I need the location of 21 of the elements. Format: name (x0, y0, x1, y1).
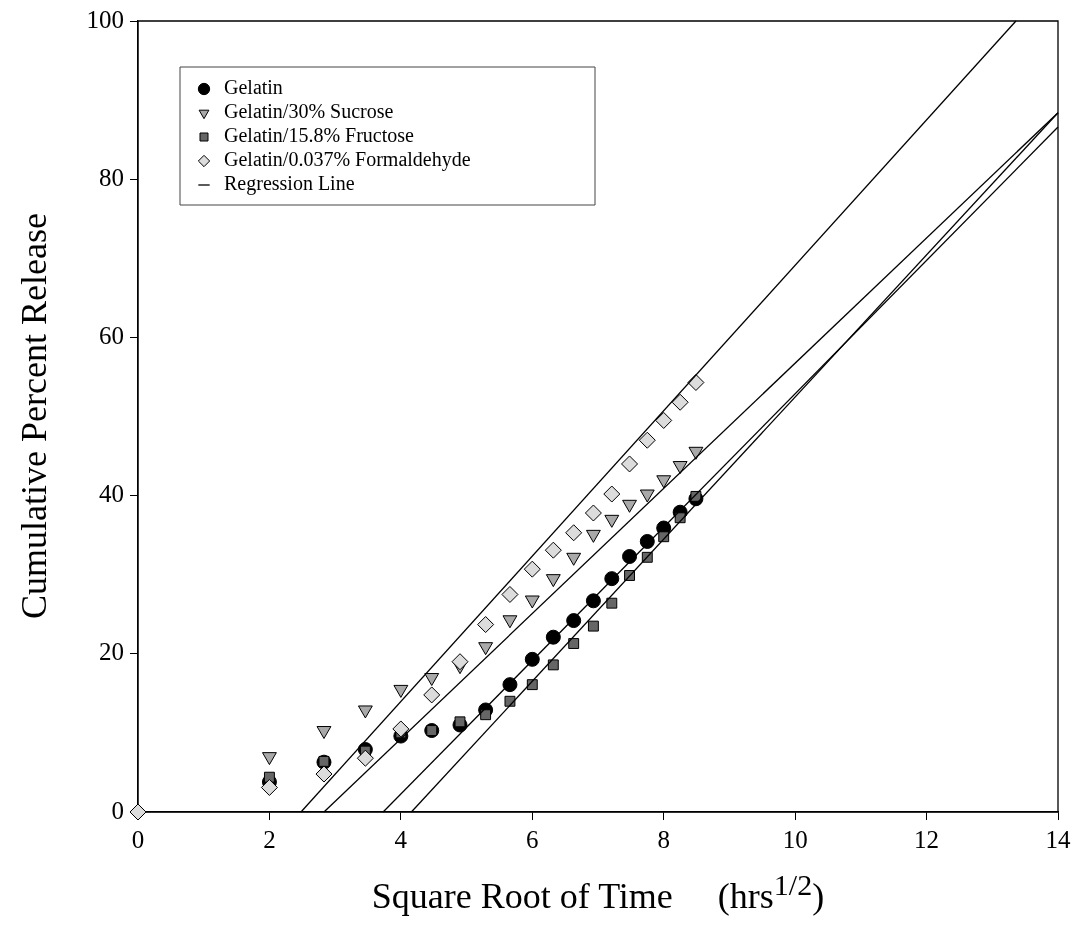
y-tick-label: 20 (99, 638, 124, 666)
x-tick-label: 6 (526, 825, 539, 853)
x-axis-title: Square Root of Time (hrs$^{1/2}$) (371, 868, 825, 917)
legend-label: Gelatin (224, 76, 283, 99)
legend-label: Regression Line (224, 172, 355, 196)
legend-label: Gelatin/0.037% Formaldehyde (224, 148, 471, 172)
y-tick-label: 40 (99, 480, 124, 508)
y-tick-label: 60 (99, 321, 124, 349)
x-tick-label: 2 (263, 825, 276, 853)
x-tick-label: 12 (914, 825, 940, 853)
x-tick-label: 8 (657, 825, 670, 853)
y-tick-label: 0 (111, 796, 124, 824)
legend-label: Gelatin/15.8% Fructose (224, 124, 415, 147)
x-tick-label: 4 (394, 825, 408, 853)
x-tick-label: 0 (131, 825, 145, 853)
y-tick-label: 80 (99, 163, 124, 191)
y-tick-label: 100 (86, 5, 124, 33)
y-axis-title: Cumulative Percent Release (13, 213, 55, 619)
x-tick-label: 10 (782, 825, 808, 853)
legend-label: Gelatin/30% Sucrose (224, 100, 394, 123)
x-tick-label: 14 (1045, 825, 1071, 853)
